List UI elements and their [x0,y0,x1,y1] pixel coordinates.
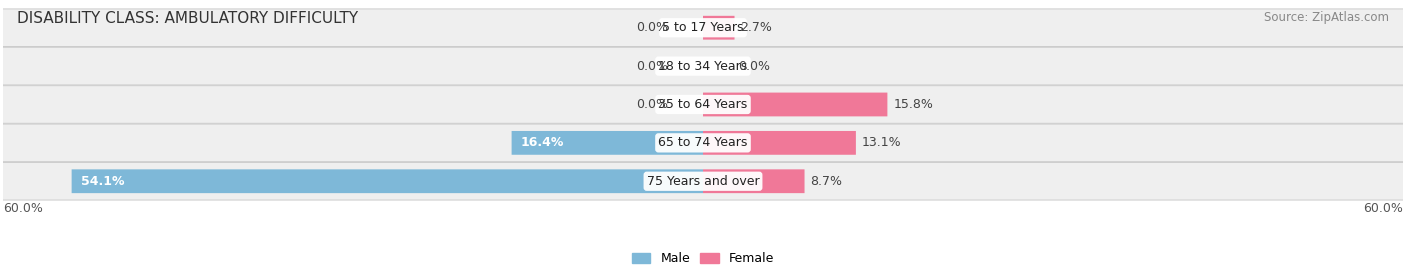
FancyBboxPatch shape [3,86,1403,123]
FancyBboxPatch shape [3,124,1403,162]
Text: 0.0%: 0.0% [636,21,668,34]
Text: 0.0%: 0.0% [636,60,668,73]
Text: 15.8%: 15.8% [893,98,934,111]
Text: 60.0%: 60.0% [3,202,42,215]
Text: DISABILITY CLASS: AMBULATORY DIFFICULTY: DISABILITY CLASS: AMBULATORY DIFFICULTY [17,11,359,26]
FancyBboxPatch shape [3,162,1403,200]
Text: Source: ZipAtlas.com: Source: ZipAtlas.com [1264,11,1389,24]
Text: 60.0%: 60.0% [1364,202,1403,215]
Text: 2.7%: 2.7% [741,21,772,34]
FancyBboxPatch shape [703,16,734,40]
Text: 54.1%: 54.1% [82,175,125,188]
Text: 13.1%: 13.1% [862,136,901,149]
FancyBboxPatch shape [3,47,1403,85]
Text: 65 to 74 Years: 65 to 74 Years [658,136,748,149]
Text: 8.7%: 8.7% [810,175,842,188]
Text: 0.0%: 0.0% [636,98,668,111]
FancyBboxPatch shape [3,9,1403,47]
FancyBboxPatch shape [703,93,887,116]
FancyBboxPatch shape [703,131,856,155]
Legend: Male, Female: Male, Female [631,252,775,265]
Text: 0.0%: 0.0% [738,60,770,73]
Text: 35 to 64 Years: 35 to 64 Years [658,98,748,111]
Text: 16.4%: 16.4% [522,136,564,149]
Text: 5 to 17 Years: 5 to 17 Years [662,21,744,34]
Text: 18 to 34 Years: 18 to 34 Years [658,60,748,73]
FancyBboxPatch shape [512,131,703,155]
FancyBboxPatch shape [72,169,703,193]
FancyBboxPatch shape [703,169,804,193]
Text: 75 Years and over: 75 Years and over [647,175,759,188]
